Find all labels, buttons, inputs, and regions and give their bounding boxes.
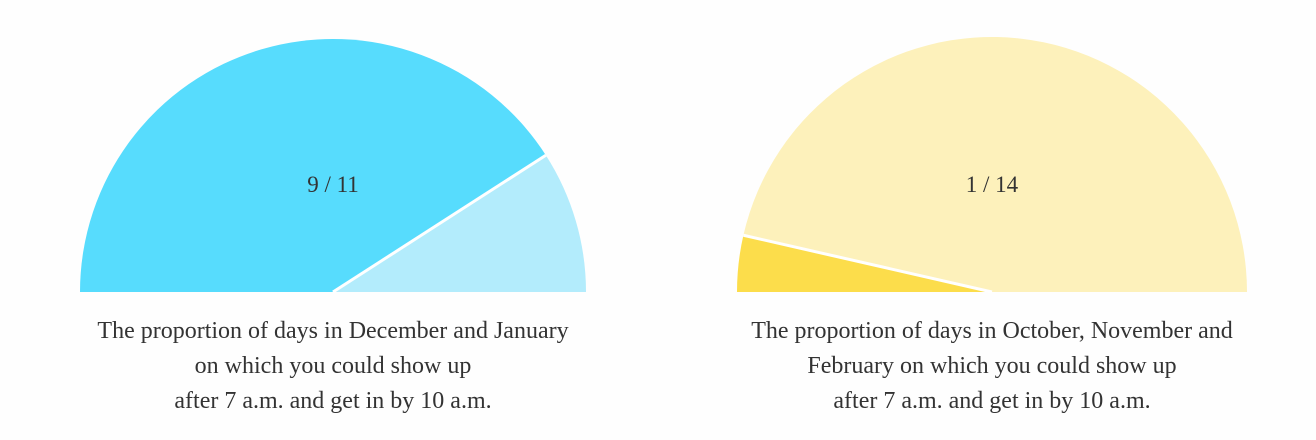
- caption-line: on which you could show up: [195, 353, 472, 379]
- caption-line: February on which you could show up: [807, 353, 1176, 379]
- caption-line: after 7 a.m. and get in by 10 a.m.: [174, 388, 491, 414]
- gauge-label: 9 / 11: [307, 172, 359, 197]
- caption-line: The proportion of days in October, Novem…: [751, 318, 1233, 344]
- gauge-label: 1 / 14: [966, 172, 1019, 197]
- gauge-divider: [743, 233, 993, 294]
- caption-line: The proportion of days in December and J…: [97, 318, 568, 344]
- gauge-remaining: [333, 155, 586, 292]
- gauge-remaining: [743, 36, 1247, 292]
- caption-line: after 7 a.m. and get in by 10 a.m.: [833, 388, 1150, 414]
- gauge-divider: [332, 153, 547, 294]
